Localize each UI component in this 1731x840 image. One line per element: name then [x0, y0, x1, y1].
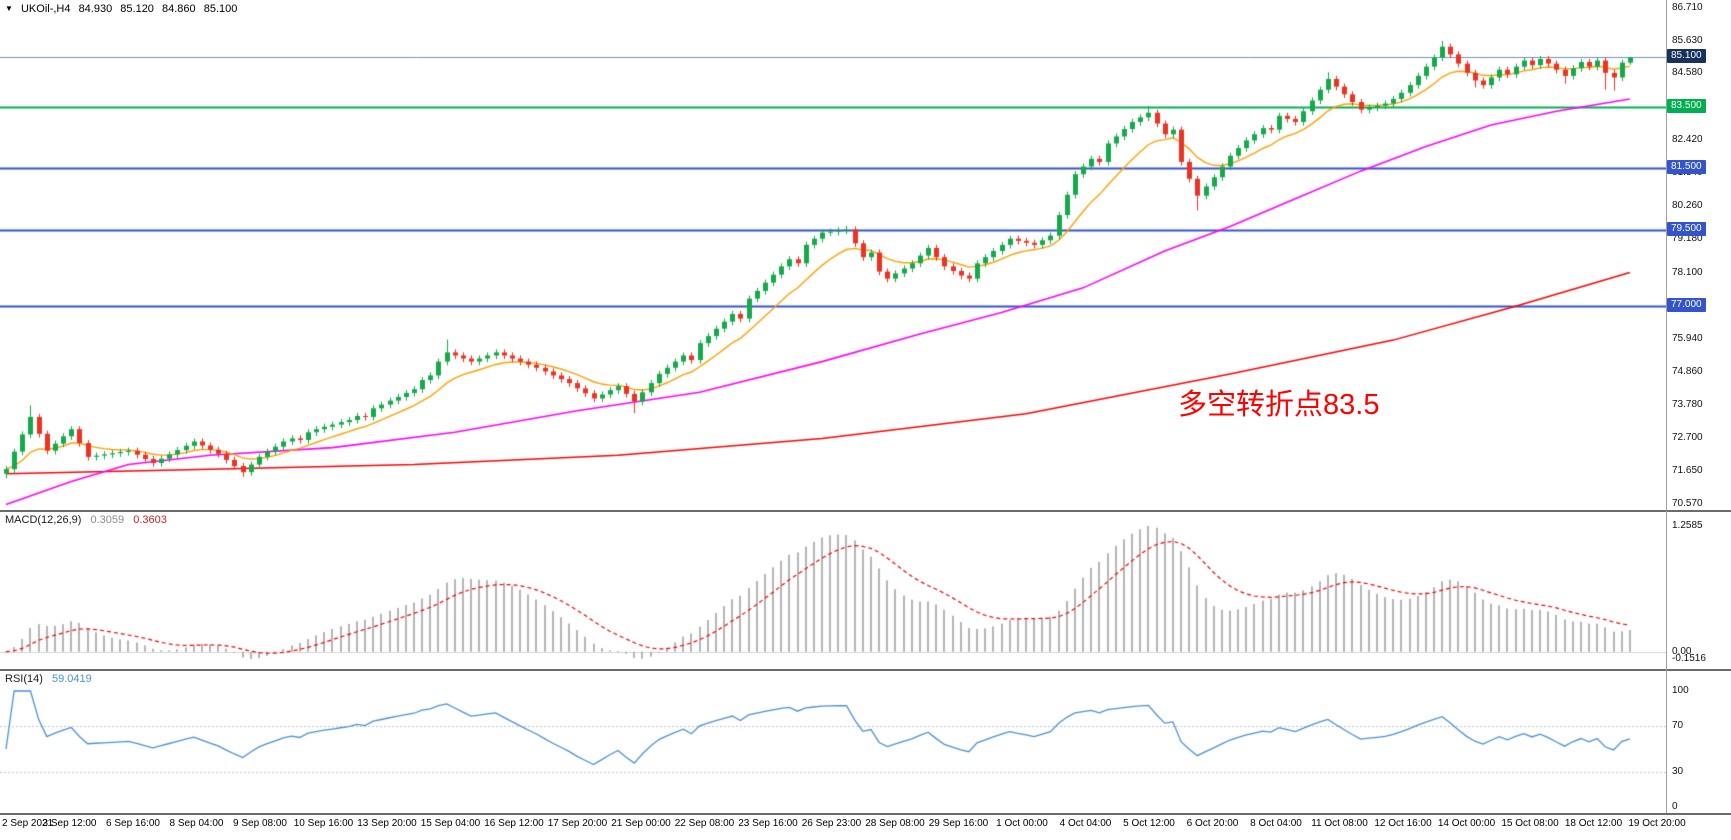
chart-header: ▼ UKOil-,H4 84.930 85.120 84.860 85.100 — [5, 3, 242, 15]
rsi-axis-label: 100 — [1672, 685, 1689, 696]
time-label: 12 Oct 16:00 — [1374, 818, 1432, 829]
one-click-trading-icon[interactable]: ▼ — [5, 4, 13, 13]
time-label: 9 Sep 08:00 — [233, 818, 287, 829]
panel-separator[interactable] — [0, 669, 1731, 671]
time-label: 8 Oct 04:00 — [1250, 818, 1302, 829]
ohlc-high: 85.120 — [120, 3, 154, 15]
ohlc-close: 85.100 — [203, 3, 238, 15]
time-label: 18 Oct 12:00 — [1564, 818, 1623, 829]
price-tick-label: 73.780 — [1672, 399, 1703, 411]
rsi-axis: 100 70 30 0 — [1666, 0, 1731, 840]
macd-indicator-label: MACD(12,26,9) 0.3059 0.3603 — [5, 514, 173, 526]
macd-value-signal: 0.3603 — [133, 514, 167, 526]
price-scale[interactable]: 86.71085.63084.58082.42081.34080.26079.1… — [1666, 0, 1731, 840]
time-label: 13 Sep 20:00 — [357, 818, 417, 829]
time-label: 11 Oct 08:00 — [1311, 818, 1368, 829]
rsi-axis-label: 0 — [1672, 801, 1678, 812]
time-label: 2 Sep 2021 — [2, 818, 54, 829]
time-label: 17 Sep 20:00 — [547, 818, 608, 829]
price-tick-label: 71.650 — [1672, 464, 1703, 476]
price-tick-label: 85.630 — [1672, 35, 1703, 47]
macd-panel-canvas[interactable] — [0, 512, 1666, 669]
price-scale-separator — [1666, 0, 1667, 813]
ohlc-open: 84.930 — [78, 3, 113, 15]
annotation-text: 多空转折点83.5 — [1178, 389, 1380, 421]
price-tick-label: 78.100 — [1672, 266, 1703, 278]
time-label: 16 Sep 12:00 — [484, 818, 544, 829]
price-tick-label: 75.940 — [1672, 332, 1703, 344]
price-level-tag: 77.000 — [1667, 298, 1706, 313]
price-tick-label: 70.570 — [1672, 497, 1703, 509]
time-label: 4 Oct 04:00 — [1059, 818, 1112, 829]
panel-separator[interactable] — [0, 813, 1731, 815]
macd-axis-label: -0.1516 — [1672, 653, 1706, 664]
time-label: 23 Sep 16:00 — [738, 818, 798, 829]
ohlc-low: 84.860 — [162, 3, 196, 15]
rsi-axis-label: 70 — [1672, 719, 1684, 731]
price-tick-label: 72.700 — [1672, 432, 1703, 444]
time-label: 6 Sep 16:00 — [106, 818, 160, 829]
rsi-name: RSI(14) — [5, 673, 43, 685]
time-label: 6 Oct 20:00 — [1186, 818, 1239, 829]
rsi-axis-label: 30 — [1672, 766, 1684, 778]
time-label: 21 Sep 00:00 — [611, 818, 671, 829]
macd-axis-label: 1.2585 — [1672, 520, 1703, 531]
panel-separator[interactable] — [0, 510, 1731, 512]
time-label: 15 Oct 08:00 — [1501, 818, 1559, 829]
time-label: 8 Sep 04:00 — [169, 818, 224, 829]
time-label: 22 Sep 08:00 — [674, 818, 735, 829]
time-label: 1 Oct 00:00 — [996, 818, 1048, 829]
rsi-value: 59.0419 — [51, 673, 92, 685]
price-tick-label: 84.580 — [1672, 67, 1703, 79]
macd-axis-label: 0.00 — [1672, 645, 1692, 657]
price-tick-label: 82.420 — [1672, 133, 1703, 145]
price-tick-label: 74.860 — [1672, 366, 1703, 378]
price-level-tag: 81.500 — [1667, 160, 1706, 175]
macd-axis: 1.2585 0.00 -0.1516 — [1666, 0, 1731, 840]
time-label: 28 Sep 08:00 — [865, 818, 925, 829]
macd-name: MACD(12,26,9) — [5, 514, 82, 526]
time-label: 5 Oct 12:00 — [1123, 818, 1175, 829]
price-tick-label: 80.260 — [1672, 200, 1703, 212]
price-level-tag: 79.500 — [1667, 221, 1706, 236]
rsi-indicator-label: RSI(14) 59.0419 — [5, 673, 98, 685]
rsi-panel-canvas[interactable] — [0, 671, 1666, 813]
time-label: 3 Sep 12:00 — [42, 818, 97, 829]
price-level-tag: 83.500 — [1667, 98, 1706, 113]
time-label: 29 Sep 16:00 — [928, 818, 989, 829]
symbol-timeframe-label: UKOil-,H4 — [20, 3, 71, 15]
price-tick-label: 86.710 — [1672, 1, 1703, 13]
price-level-tag: 85.100 — [1667, 49, 1706, 64]
time-label: 14 Oct 00:00 — [1437, 818, 1496, 829]
macd-value-main: 0.3059 — [90, 514, 125, 526]
time-label: 10 Sep 16:00 — [293, 818, 354, 829]
price-tick-label: 79.180 — [1672, 233, 1703, 245]
time-scale[interactable]: 2 Sep 2021 3 Sep 12:00 6 Sep 16:00 8 Sep 04… — [0, 818, 1731, 834]
time-label: 15 Sep 04:00 — [420, 818, 481, 829]
time-label: 19 Oct 20:00 — [1628, 818, 1686, 829]
time-label: 26 Sep 23:00 — [801, 818, 862, 829]
main-chart-canvas[interactable] — [0, 0, 1666, 510]
